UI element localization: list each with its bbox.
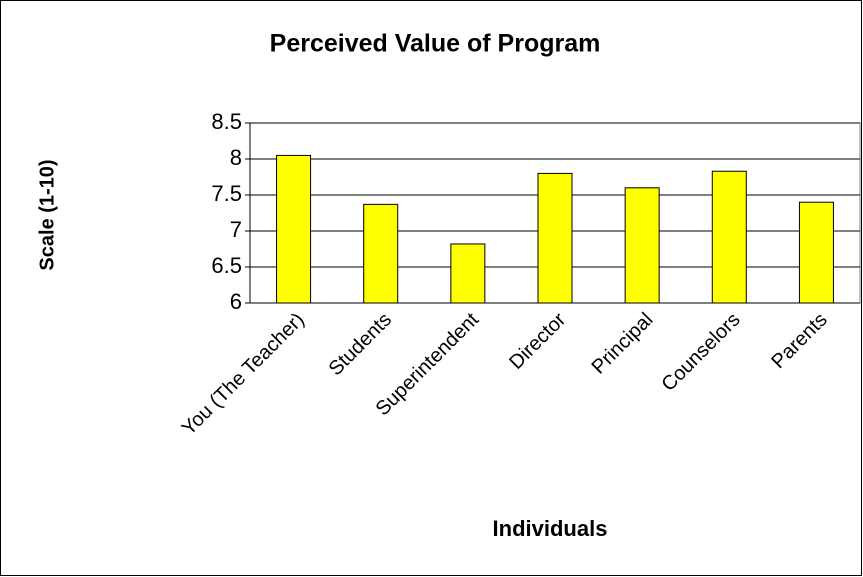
y-tick-label: 6.5 [211,253,242,278]
bar [537,172,573,304]
bar [363,203,399,304]
y-tick-label: 6 [230,289,242,314]
bar [711,170,747,304]
y-axis-label: Scale (1-10) [36,159,58,270]
y-tick-label: 8.5 [211,109,242,134]
y-tick-label: 7.5 [211,181,242,206]
bar [450,243,486,304]
bar [798,201,834,304]
bar [624,187,660,304]
chart-title: Perceived Value of Program [270,30,601,58]
x-axis-label: Individuals [493,516,608,541]
bar [276,154,312,304]
y-tick-label: 8 [230,145,242,170]
y-tick-label: 7 [230,217,242,242]
